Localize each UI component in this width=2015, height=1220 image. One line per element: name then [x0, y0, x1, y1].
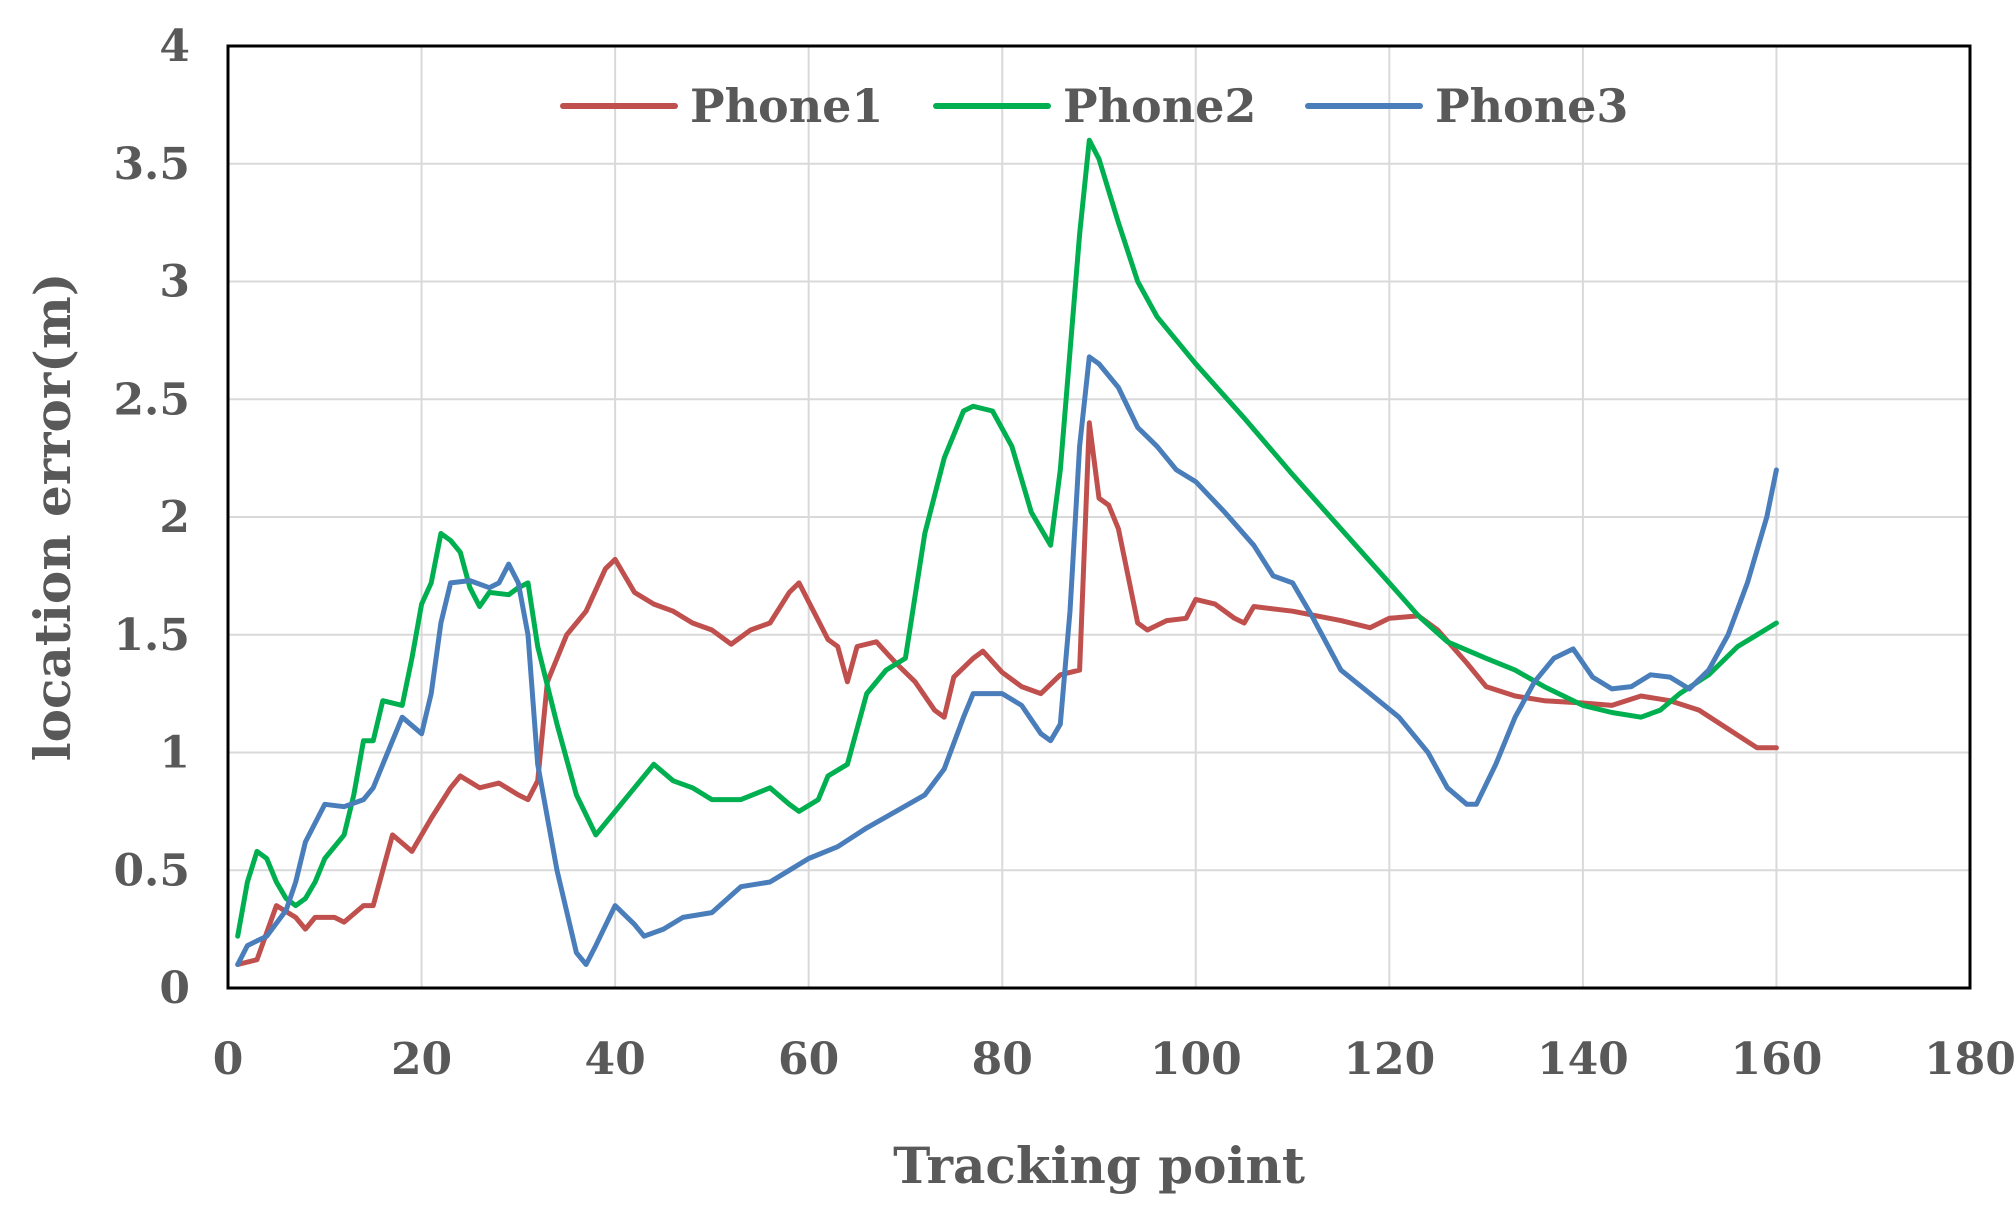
- x-tick-label: 20: [391, 1034, 452, 1085]
- y-tick-label: 4: [159, 21, 190, 72]
- x-axis-title: Tracking point: [893, 1136, 1305, 1195]
- x-tick-label: 40: [584, 1034, 645, 1085]
- y-tick-label: 1.5: [113, 610, 190, 661]
- y-tick-label: 3: [159, 257, 190, 308]
- legend: Phone1 Phone2 Phone3: [560, 79, 1628, 133]
- gridlines: [228, 46, 1970, 988]
- plot-area-border: [226, 44, 1972, 990]
- y-tick-label: 3.5: [113, 139, 190, 190]
- y-tick-label: 0.5: [113, 845, 190, 896]
- x-tick-label: 0: [213, 1034, 244, 1085]
- x-tick-label: 120: [1343, 1034, 1435, 1085]
- legend-label-phone2: Phone2: [1063, 79, 1256, 133]
- y-tick-label: 2: [159, 492, 190, 543]
- series-lines: [235, 137, 1779, 967]
- series-line-phone2: [235, 137, 1779, 939]
- y-tick-label: 0: [159, 963, 190, 1014]
- y-tick-label: 2.5: [113, 374, 190, 425]
- y-axis-title: location error(m): [23, 273, 82, 762]
- x-tick-label: 100: [1150, 1034, 1242, 1085]
- series-line-phone3: [235, 354, 1779, 967]
- x-tick-label: 180: [1924, 1034, 2015, 1085]
- x-tick-labels: 0 20 40 60 80 100 120 140 160 180: [213, 1034, 2015, 1085]
- legend-label-phone3: Phone3: [1435, 79, 1628, 133]
- x-tick-label: 160: [1731, 1034, 1823, 1085]
- x-tick-label: 80: [972, 1034, 1033, 1085]
- y-tick-label: 1: [159, 728, 190, 779]
- x-tick-label: 60: [778, 1034, 839, 1085]
- y-tick-labels: 0 0.5 1 1.5 2 2.5 3 3.5 4: [113, 21, 190, 1014]
- legend-label-phone1: Phone1: [690, 79, 883, 133]
- x-tick-label: 140: [1537, 1034, 1629, 1085]
